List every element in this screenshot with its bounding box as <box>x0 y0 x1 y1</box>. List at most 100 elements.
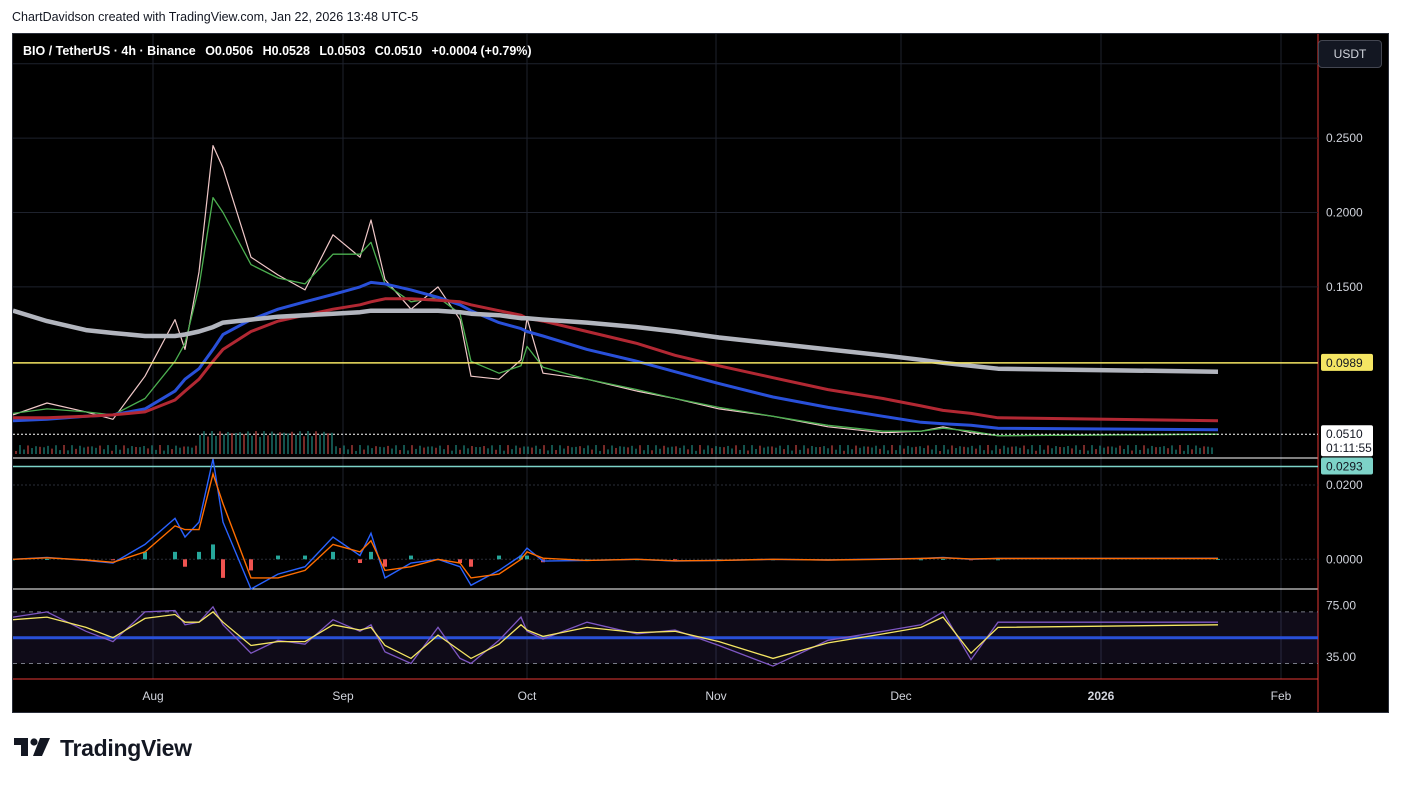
volume-bar-174 <box>711 448 713 454</box>
volume-bar-66 <box>279 432 281 454</box>
volume-bar-149 <box>611 445 613 454</box>
volume-bar-17 <box>83 447 85 454</box>
volume-bar-111 <box>459 449 461 454</box>
volume-bar-203 <box>827 448 829 454</box>
volume-bar-58 <box>247 431 249 454</box>
volume-bar-221 <box>899 445 901 454</box>
volume-bar-208 <box>847 445 849 454</box>
volume-bar-211 <box>859 447 861 454</box>
volume-bar-245 <box>995 445 997 454</box>
price-label-bg-2 <box>1321 439 1373 457</box>
volume-bar-43 <box>187 446 189 454</box>
rsi-line <box>13 605 1218 667</box>
volume-bar-95 <box>395 445 397 454</box>
volume-bar-200 <box>815 447 817 454</box>
volume-bar-248 <box>1007 447 1009 454</box>
volume-bar-181 <box>739 449 741 454</box>
volume-bar-284 <box>1151 445 1153 454</box>
volume-bar-296 <box>1199 447 1201 454</box>
currency-button[interactable]: USDT <box>1318 40 1382 68</box>
sma-200-line <box>13 308 1219 374</box>
volume-bar-176 <box>719 446 721 454</box>
volume-bar-134 <box>551 445 553 454</box>
volume-bar-192 <box>783 449 785 454</box>
macd-tick-label-1: 0.0000 <box>1326 552 1363 566</box>
volume-bar-271 <box>1099 445 1101 454</box>
volume-bar-144 <box>591 449 593 454</box>
price-label-bg-0 <box>1321 353 1373 371</box>
volume-bar-96 <box>399 450 401 454</box>
macd-hist-bar-11 <box>276 555 280 560</box>
volume-bar-41 <box>179 447 181 454</box>
volume-bar-116 <box>479 447 481 454</box>
volume-bar-188 <box>767 446 769 454</box>
volume-bar-201 <box>819 446 821 454</box>
volume-bar-196 <box>799 449 801 454</box>
volume-bar-74 <box>311 436 313 454</box>
volume-bar-256 <box>1039 445 1041 454</box>
macd-hist-bar-8 <box>211 544 215 560</box>
volume-bar-251 <box>1019 447 1021 454</box>
volume-bar-214 <box>871 447 873 454</box>
volume-bars <box>15 431 1213 454</box>
volume-bar-210 <box>855 445 857 454</box>
macd-hist-bar-5 <box>173 551 177 560</box>
volume-bar-63 <box>267 435 269 454</box>
volume-bar-81 <box>339 447 341 454</box>
x-tick-label-1: Sep <box>332 689 354 703</box>
volume-bar-94 <box>391 448 393 454</box>
legend-low: L0.0503 <box>319 44 366 58</box>
chart-svg[interactable]: 0.30000.25000.20000.15000.09890.051001:1… <box>13 34 1388 712</box>
volume-bar-12 <box>63 445 65 454</box>
volume-bar-120 <box>495 449 497 454</box>
volume-bar-46 <box>199 435 201 454</box>
volume-bar-294 <box>1191 449 1193 454</box>
volume-bar-253 <box>1027 449 1029 454</box>
volume-bar-115 <box>475 447 477 454</box>
volume-bar-299 <box>1211 447 1213 454</box>
volume-bar-207 <box>843 450 845 454</box>
volume-bar-205 <box>835 449 837 454</box>
volume-bar-110 <box>455 445 457 454</box>
volume-bar-104 <box>431 446 433 454</box>
legend-high: H0.0528 <box>262 44 310 58</box>
volume-bar-273 <box>1107 446 1109 454</box>
volume-bar-79 <box>331 432 333 454</box>
chart-frame[interactable]: 0.30000.25000.20000.15000.09890.051001:1… <box>12 33 1389 713</box>
volume-bar-97 <box>403 445 405 454</box>
volume-bar-98 <box>407 450 409 454</box>
macd-hist-bar-1 <box>45 558 49 560</box>
volume-bar-93 <box>387 445 389 454</box>
volume-bar-38 <box>167 445 169 454</box>
volume-bar-57 <box>243 434 245 454</box>
volume-bar-1 <box>19 445 21 454</box>
macd-hist-bar-10 <box>249 559 253 571</box>
volume-bar-9 <box>51 448 53 454</box>
volume-bar-86 <box>359 445 361 454</box>
volume-bar-51 <box>219 431 221 454</box>
volume-bar-274 <box>1111 446 1113 454</box>
volume-bar-59 <box>251 435 253 454</box>
volume-bar-218 <box>887 450 889 454</box>
sma-mid-line <box>13 280 1219 432</box>
volume-bar-216 <box>879 448 881 454</box>
volume-bar-152 <box>623 446 625 454</box>
volume-bar-243 <box>987 445 989 454</box>
volume-bar-131 <box>539 448 541 454</box>
volume-bar-125 <box>515 445 517 454</box>
volume-bar-258 <box>1047 445 1049 454</box>
volume-bar-195 <box>795 445 797 454</box>
volume-bar-279 <box>1131 450 1133 454</box>
volume-bar-107 <box>443 449 445 454</box>
volume-bar-2 <box>23 449 25 454</box>
macd-hist-bar-32 <box>919 559 923 561</box>
macd-hist-bar-9 <box>221 559 225 578</box>
volume-bar-29 <box>131 446 133 454</box>
volume-bar-84 <box>351 445 353 454</box>
volume-bar-282 <box>1143 445 1145 454</box>
volume-bar-70 <box>295 434 297 454</box>
volume-bar-45 <box>195 445 197 454</box>
volume-bar-119 <box>491 445 493 454</box>
volume-bar-0 <box>15 451 17 454</box>
volume-bar-166 <box>679 447 681 454</box>
